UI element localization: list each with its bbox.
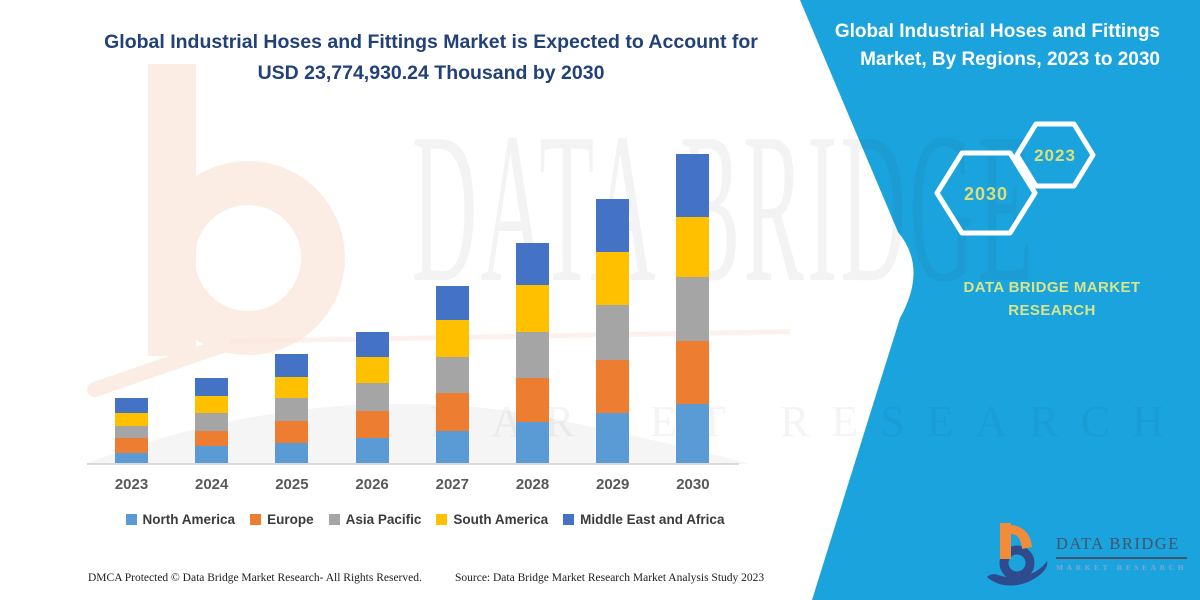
hexagon-2030-label: 2030	[963, 184, 1009, 204]
watermark-big-text: DATA BRIDGE	[412, 88, 1037, 327]
segment-2029-asia-pacific	[596, 305, 630, 360]
segment-2026-asia-pacific	[355, 383, 389, 411]
segment-2029-middle-east-and-africa	[596, 199, 630, 252]
segment-2030-europe	[676, 341, 710, 404]
x-tick-2030: 2030	[676, 476, 710, 493]
legend-swatch	[563, 514, 575, 525]
logo-swoosh-shape	[987, 561, 1048, 586]
x-tick-2027: 2027	[435, 476, 469, 493]
segment-2024-europe	[195, 431, 229, 446]
brand-name-text: DATA BRIDGE MARKET RESEARCH	[963, 279, 1141, 319]
logo-tagline: MARKET RESEARCH	[1056, 563, 1188, 572]
segment-2028-middle-east-and-africa	[516, 243, 549, 285]
segment-2029-europe	[596, 360, 630, 413]
legend-item-europe: Europe	[250, 512, 314, 527]
segment-2028-north-america	[516, 422, 549, 464]
legend-item-middle-east-and-africa: Middle East and Africa	[563, 512, 724, 527]
segment-2027-north-america	[435, 431, 469, 464]
logo-hook-shape	[1011, 525, 1032, 549]
segment-2029-south-america	[596, 252, 630, 305]
footer-source: Source: Data Bridge Market Research Mark…	[455, 572, 765, 584]
legend-swatch	[328, 514, 340, 525]
segment-2027-south-america	[435, 320, 469, 357]
legend-label: South America	[453, 512, 549, 527]
segment-2026-middle-east-and-africa	[355, 332, 389, 357]
logo-stem-shape	[1000, 523, 1011, 559]
legend-label: Asia Pacific	[345, 512, 422, 527]
segment-2025-south-america	[275, 377, 309, 398]
segment-2023-europe	[115, 438, 148, 453]
footer-dmca: DMCA Protected © Data Bridge Market Rese…	[88, 572, 422, 584]
segment-2030-north-america	[676, 404, 710, 464]
segment-2029-north-america	[596, 413, 630, 464]
legend-swatch	[125, 514, 137, 525]
logo-bowl-shape	[999, 545, 1035, 581]
logo-text-block: DATA BRIDGE MARKET RESEARCH	[1056, 534, 1188, 572]
bar-2026	[355, 332, 389, 464]
segment-2024-south-america	[195, 396, 229, 413]
segment-2025-middle-east-and-africa	[275, 354, 309, 377]
x-tick-2024: 2024	[195, 476, 229, 493]
legend-swatch	[250, 514, 262, 525]
segment-2026-north-america	[355, 438, 389, 464]
bar-2024	[195, 378, 229, 464]
right-panel-title: Global Industrial Hoses and Fittings Mar…	[834, 21, 1160, 70]
logo-b-icon	[987, 523, 1048, 586]
segment-2030-south-america	[676, 217, 710, 277]
segment-2027-europe	[435, 393, 469, 431]
segment-2025-europe	[275, 421, 309, 443]
logo-name: DATA BRIDGE	[1056, 534, 1188, 559]
x-tick-2023: 2023	[114, 476, 149, 493]
segment-2025-north-america	[275, 443, 309, 464]
bar-2023	[115, 398, 148, 464]
segment-2027-middle-east-and-africa	[435, 286, 469, 320]
segment-2028-south-america	[516, 285, 549, 332]
bar-2030	[676, 154, 710, 464]
bar-2027	[435, 286, 469, 464]
segment-2023-south-america	[115, 413, 148, 426]
segment-2027-asia-pacific	[435, 357, 469, 393]
segment-2026-europe	[355, 411, 389, 438]
segment-2023-north-america	[115, 453, 148, 464]
segment-2028-europe	[516, 378, 549, 422]
segment-2026-south-america	[355, 357, 389, 383]
segment-2030-asia-pacific	[676, 277, 710, 341]
bar-2028	[516, 243, 549, 464]
segment-2024-asia-pacific	[195, 413, 229, 431]
legend-label: Middle East and Africa	[580, 512, 725, 527]
legend-item-asia-pacific: Asia Pacific	[328, 512, 422, 527]
watermark-spaced-text: MARKET RESEARCH	[430, 397, 1186, 446]
segment-2024-north-america	[195, 446, 229, 464]
legend-item-north-america: North America	[125, 512, 236, 527]
segment-2025-asia-pacific	[275, 398, 309, 421]
chart-title: Global Industrial Hoses and Fittings Mar…	[104, 31, 758, 85]
x-tick-2028: 2028	[515, 476, 550, 493]
bar-2029	[596, 199, 630, 464]
segment-2023-middle-east-and-africa	[115, 398, 148, 413]
x-tick-2029: 2029	[596, 476, 630, 493]
x-axis-line	[87, 463, 739, 465]
legend-swatch	[436, 514, 448, 525]
chart-legend: North America Europe Asia Pacific South Ame…	[85, 512, 765, 527]
segment-2030-middle-east-and-africa	[676, 154, 710, 217]
x-tick-2026: 2026	[355, 476, 389, 493]
legend-label: North America	[142, 512, 236, 527]
company-logo: DATA BRIDGE MARKET RESEARCH	[986, 521, 1188, 593]
segment-2028-asia-pacific	[516, 332, 549, 378]
legend-label: Europe	[267, 512, 314, 527]
segment-2023-asia-pacific	[115, 426, 148, 438]
segment-2024-middle-east-and-africa	[195, 378, 229, 396]
x-tick-2025: 2025	[275, 476, 309, 493]
hexagon-2023-label: 2023	[1034, 146, 1076, 165]
bar-2025	[275, 354, 309, 464]
legend-item-south-america: South America	[436, 512, 548, 527]
